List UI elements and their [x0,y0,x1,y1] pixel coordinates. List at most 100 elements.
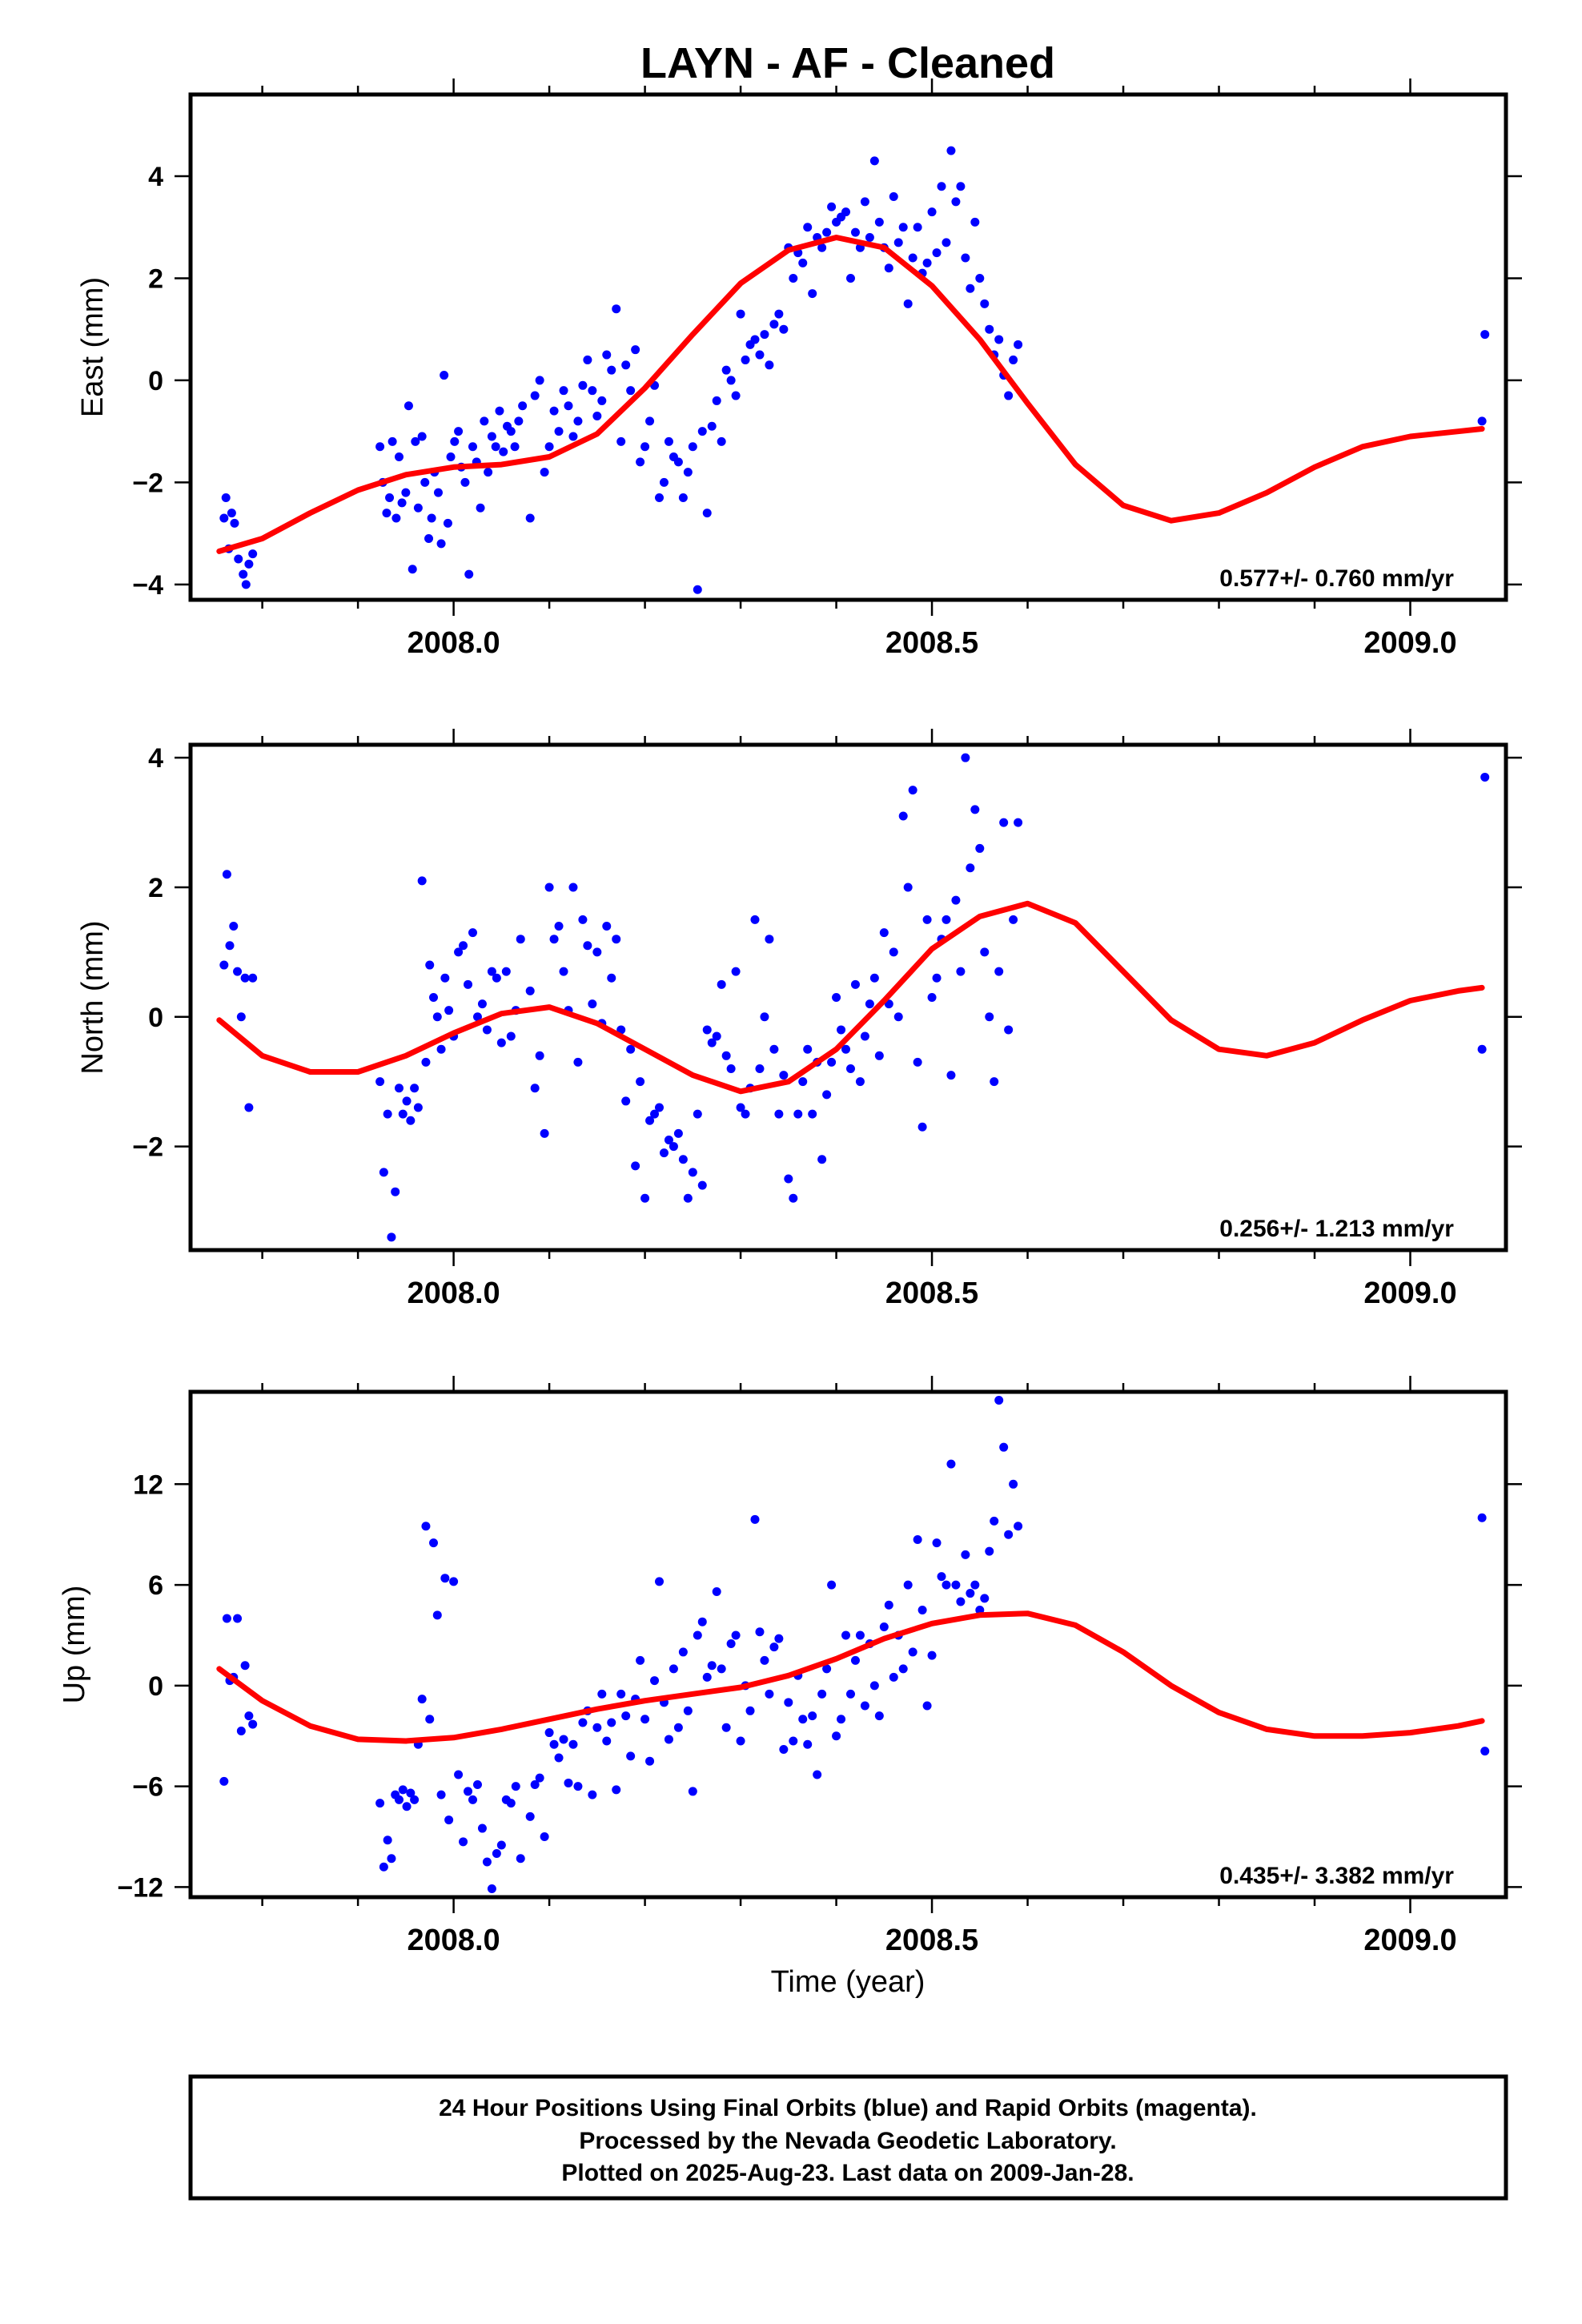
north-data-point [966,863,975,873]
up-data-point [1009,1479,1018,1489]
footer-line-3: Plotted on 2025-Aug-23. Last data on 200… [561,2160,1134,2186]
north-data-point [850,979,860,989]
north-data-point [985,1012,994,1022]
east-y-tick-label: 4 [148,162,163,192]
up-data-point [917,1606,927,1615]
up-y-tick-label: −6 [132,1772,163,1803]
east-data-point [697,427,707,436]
east-data-point [387,436,397,446]
east-frame [188,92,1508,602]
up-x-tick-label: 2009.0 [1363,1924,1456,1957]
up-data-point [985,1546,994,1556]
east-data-point [741,355,750,364]
east-y-tick-label: −2 [132,468,163,498]
north-data-point [379,1168,388,1177]
east-data-point [922,258,932,267]
up-y-tick-label: 6 [148,1570,163,1601]
east-data-point [583,355,592,364]
north-data-point [845,1063,855,1073]
up-data-point [966,1589,975,1598]
north-data-point [889,947,898,957]
north-data-point [222,870,231,879]
east-data-point [241,580,251,589]
east-rate-label: 0.577+/- 0.760 mm/yr [1219,565,1454,592]
north-data-point [784,1174,793,1184]
north-data-point [664,1135,673,1144]
up-data-point [559,1735,568,1744]
north-data-point [436,1044,446,1054]
north-data-point [607,973,616,983]
east-data-point [506,427,516,436]
up-x-tick-label: 2008.5 [885,1924,978,1957]
up-data-point [477,1823,487,1833]
east-data-point [874,217,884,227]
east-data-point [391,513,401,523]
north-data-point [432,1012,442,1022]
up-data-point [564,1778,573,1787]
east-data-point [413,503,423,513]
north-data-point [999,818,1009,827]
north-data-point [693,1109,702,1119]
north-data-point [774,1109,784,1119]
up-data-point [444,1815,454,1825]
north-x-tick-label: 2009.0 [1363,1277,1456,1310]
east-y-tick-label: −4 [132,570,163,601]
north-data-point [578,915,588,924]
up-data-point [817,1689,827,1699]
up-data-point [449,1577,459,1586]
up-y-tick-label: −12 [117,1872,163,1903]
up-data-point [1004,1530,1014,1539]
east-data-point [798,258,808,267]
east-data-point [946,146,956,155]
north-data-point [540,1128,549,1138]
north-data [216,753,1490,1242]
up-data-point [464,1787,473,1796]
up-data-point [406,1788,416,1798]
up-data-point [621,1711,631,1721]
up-data-point [731,1630,741,1640]
east-data-point [607,365,616,375]
north-data-point [650,1109,660,1119]
up-data-point [956,1597,966,1606]
east-data-point [688,442,697,452]
up-data-point [745,1706,755,1715]
north-data-point [673,1128,683,1138]
north-data-point [454,947,464,957]
up-data-point [908,1647,917,1657]
north-data-point [387,1232,396,1242]
east-data-point [1014,340,1023,349]
up-data-point [387,1854,396,1864]
north-data-point [760,1012,769,1022]
up-data-point [573,1782,583,1791]
north-data-point [970,805,980,814]
east-data-point [549,406,559,416]
east-data-point [755,350,765,360]
east-data-point [869,156,879,166]
north-data-point [750,915,760,924]
north-data-point [244,1103,254,1112]
north-data-point [942,915,951,924]
north-data-point [721,1051,731,1060]
north-data-point [391,1187,400,1196]
north-data-point [961,753,970,762]
up-data-point [999,1442,1009,1452]
east-data-point [597,396,607,405]
north-data-point [789,1193,798,1203]
up-data-point [884,1600,893,1610]
up-data-point [869,1681,879,1691]
up-data-point [1477,1513,1487,1522]
north-data-point [712,1031,721,1041]
north-data-point [865,999,874,1009]
up-data [216,1395,1490,1894]
up-data-point [813,1770,822,1779]
up-data-point [492,1848,501,1858]
up-data-point [669,1664,678,1674]
north-frame [188,742,1508,1252]
up-data-point [769,1642,779,1652]
north-data-point [602,922,612,931]
up-data-point [612,1785,621,1795]
north-data-point [631,1161,640,1171]
up-data-point [244,1711,254,1721]
east-data-point [655,493,665,503]
up-data-point [850,1655,860,1665]
